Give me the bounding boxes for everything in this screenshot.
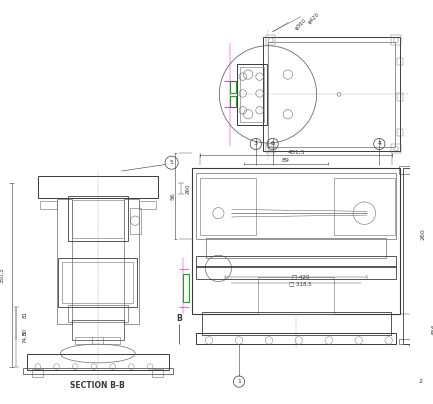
Bar: [71, 320, 124, 341]
Text: □ 420: □ 420: [292, 274, 310, 279]
Bar: [399, 339, 420, 344]
Bar: [334, 178, 395, 235]
Bar: [32, 369, 43, 377]
Bar: [27, 354, 169, 370]
Text: 3: 3: [254, 141, 258, 147]
Bar: [206, 238, 386, 258]
Bar: [75, 337, 120, 344]
Bar: [139, 201, 156, 208]
Bar: [57, 199, 71, 324]
Text: B: B: [176, 314, 182, 324]
Bar: [38, 176, 158, 198]
Text: 6: 6: [271, 141, 275, 147]
Bar: [266, 36, 275, 45]
Text: 81: 81: [22, 311, 27, 318]
Text: SECTION B-B: SECTION B-B: [70, 381, 125, 390]
Bar: [40, 201, 57, 208]
Bar: [196, 173, 396, 240]
Bar: [183, 274, 189, 302]
Text: 1: 1: [237, 379, 241, 384]
Bar: [68, 196, 128, 241]
Bar: [23, 368, 173, 374]
Bar: [200, 178, 256, 235]
Bar: [229, 96, 236, 107]
Text: 74,5: 74,5: [22, 330, 27, 343]
Text: 80: 80: [22, 328, 27, 335]
Bar: [391, 36, 401, 45]
Text: 5: 5: [170, 160, 174, 165]
Text: φ360: φ360: [294, 17, 308, 31]
Bar: [237, 63, 267, 125]
Bar: [196, 333, 396, 344]
Text: 260: 260: [186, 184, 191, 194]
Text: 2: 2: [418, 379, 423, 384]
Text: 89: 89: [282, 158, 290, 163]
Text: φ420: φ420: [307, 12, 321, 25]
Bar: [397, 93, 403, 101]
Bar: [397, 129, 403, 137]
Text: □ 318,5: □ 318,5: [289, 281, 312, 286]
Bar: [403, 168, 416, 344]
Bar: [129, 208, 141, 234]
Bar: [62, 262, 133, 303]
Text: 456: 456: [432, 323, 433, 335]
Bar: [71, 200, 124, 238]
Text: 56: 56: [170, 192, 175, 200]
Bar: [391, 144, 401, 154]
Text: 481,5: 481,5: [287, 150, 305, 155]
Bar: [152, 369, 163, 377]
Bar: [399, 166, 420, 174]
Bar: [266, 144, 275, 154]
Bar: [124, 199, 139, 324]
Bar: [229, 81, 236, 93]
Bar: [196, 256, 396, 267]
Bar: [240, 67, 264, 122]
Text: 4: 4: [377, 141, 381, 147]
Bar: [397, 58, 403, 65]
Text: 260: 260: [421, 228, 426, 240]
Bar: [58, 258, 137, 307]
Bar: [192, 168, 400, 314]
Bar: [258, 277, 334, 314]
Bar: [68, 305, 128, 322]
Bar: [202, 312, 391, 335]
Bar: [196, 265, 396, 279]
Text: 350,5: 350,5: [0, 267, 5, 283]
Bar: [263, 37, 400, 152]
Bar: [268, 42, 395, 147]
